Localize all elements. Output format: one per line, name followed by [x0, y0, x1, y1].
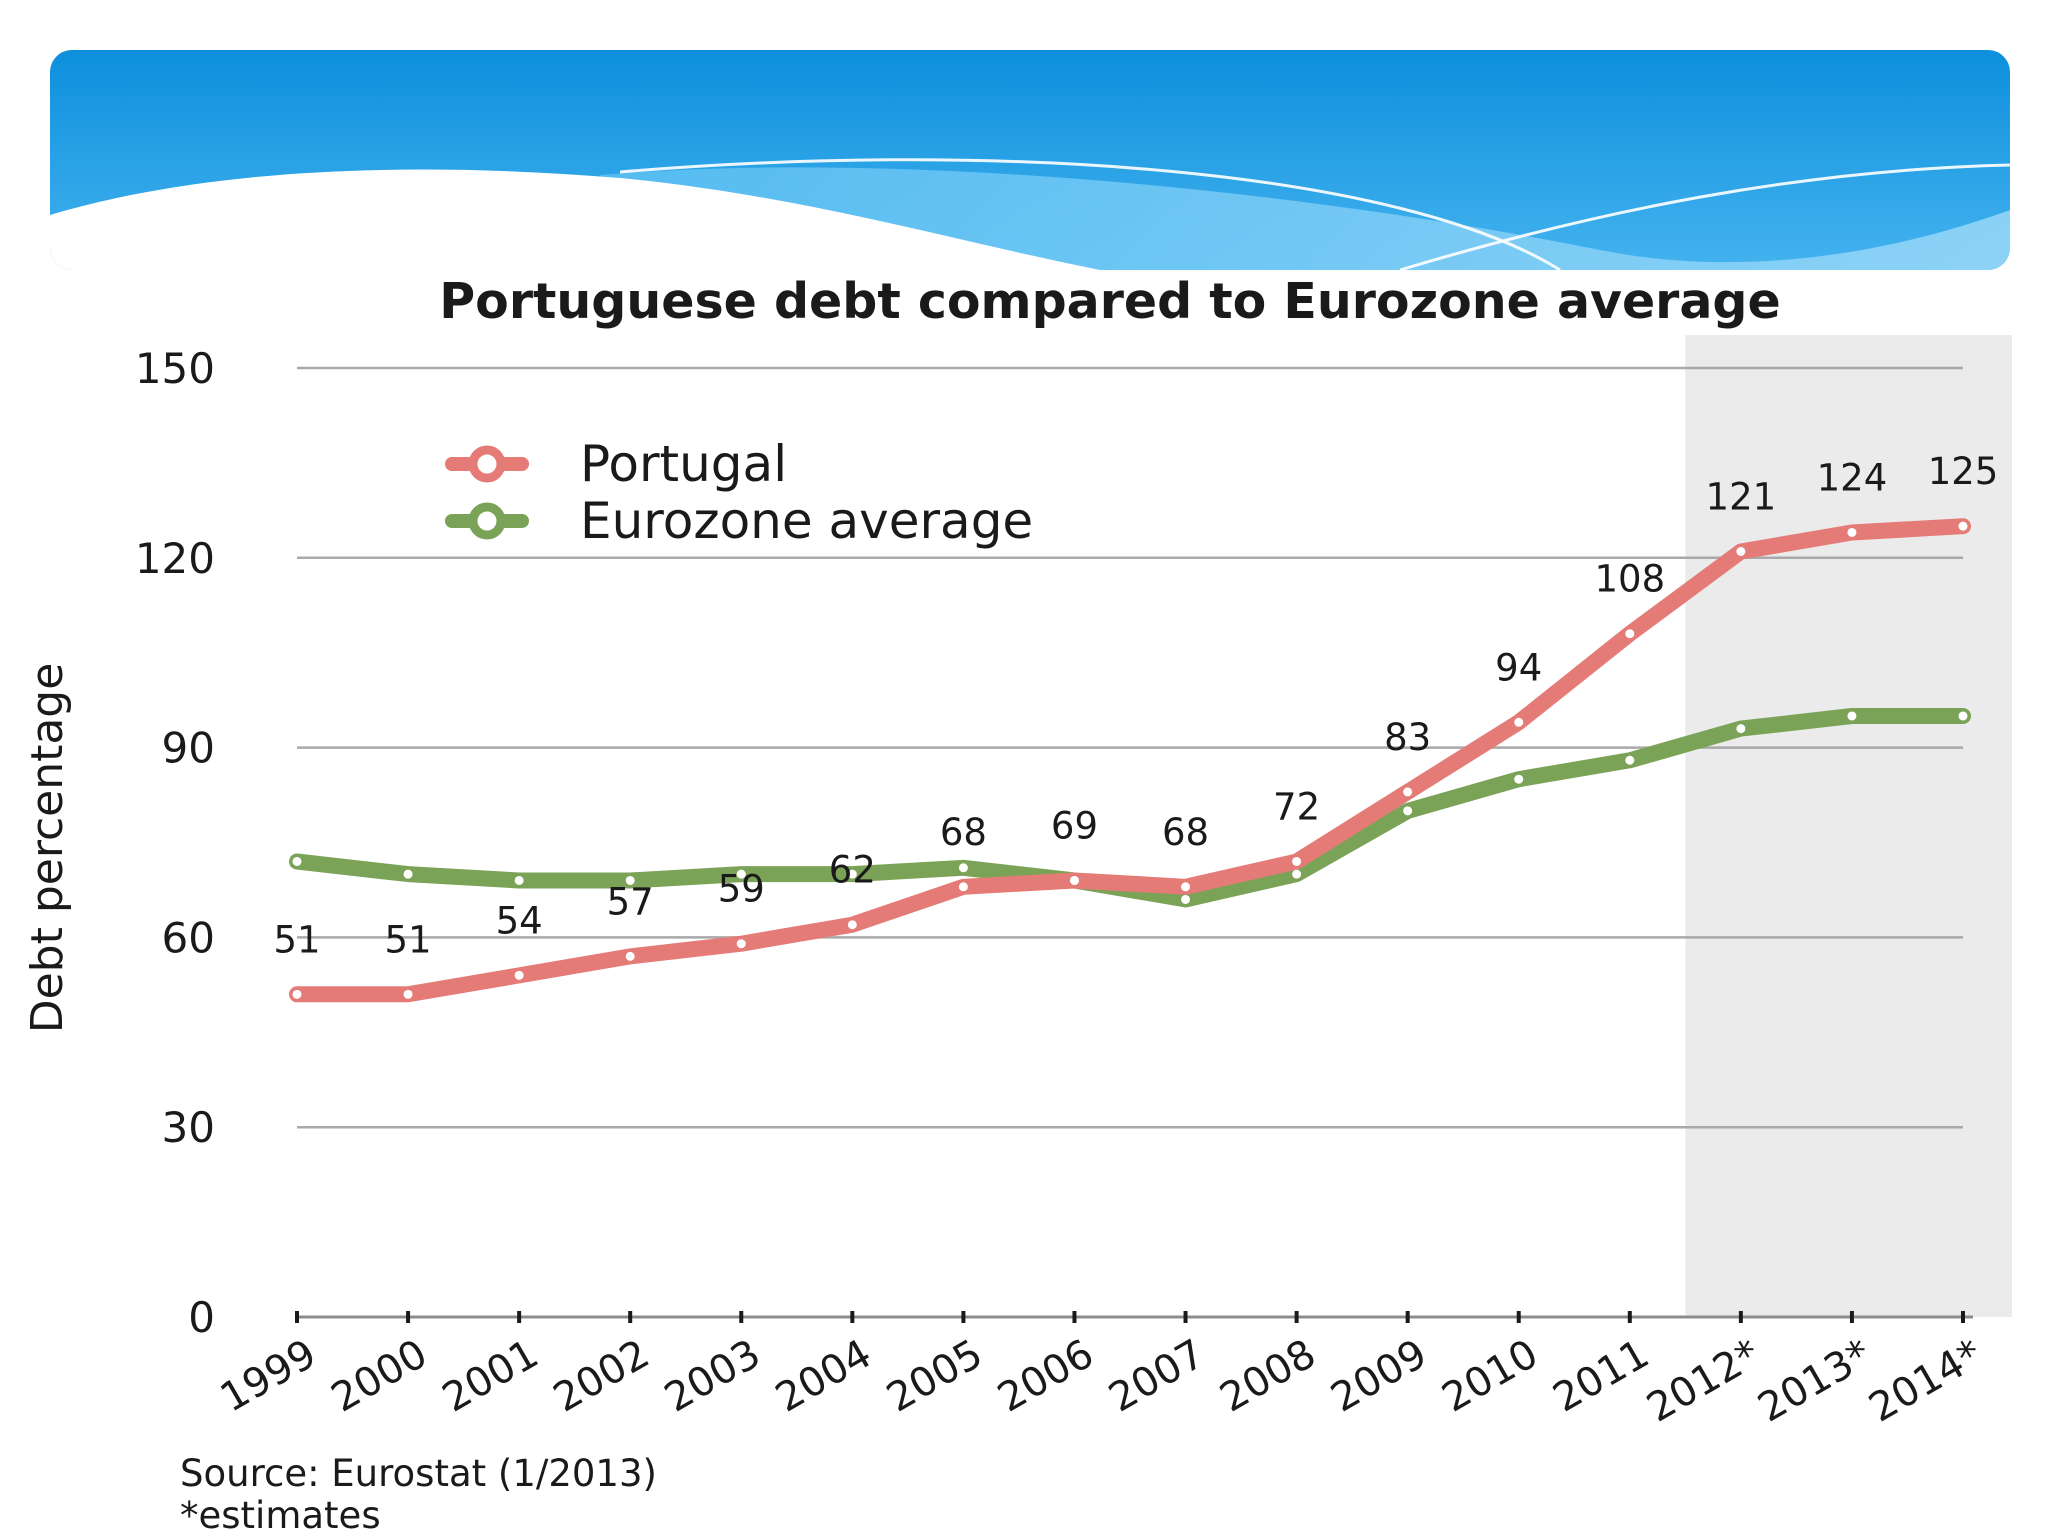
data-point-eurozone — [1514, 774, 1524, 784]
x-tick-label: 2008 — [1212, 1331, 1323, 1422]
chart-legend: Portugal Eurozone average — [445, 435, 1033, 550]
data-point-portugal — [1181, 882, 1191, 892]
x-tick-label: 1999 — [213, 1331, 324, 1422]
y-axis-label: Debt percentage — [22, 663, 73, 1034]
x-tick-label: 2002 — [546, 1331, 657, 1422]
y-tick-label: 90 — [162, 724, 215, 773]
x-axis-ticks: 1999 2000 2001 2002 2003 2004 2005 2006 2007 2008… — [213, 1331, 1990, 1432]
y-tick-label: 0 — [188, 1293, 215, 1342]
data-point-portugal — [847, 920, 857, 930]
data-label-portugal: 121 — [1706, 475, 1777, 518]
estimates-shaded-area — [1685, 335, 2012, 1317]
data-label-portugal: 59 — [718, 868, 765, 911]
legend-item-portugal: Portugal — [445, 435, 787, 493]
data-point-eurozone — [514, 875, 524, 885]
data-point-portugal — [1514, 717, 1524, 727]
data-label-portugal: 83 — [1384, 716, 1431, 759]
data-label-portugal: 124 — [1817, 456, 1888, 499]
x-tick-label: 2013* — [1750, 1331, 1878, 1432]
estimates-footnote: *estimates — [180, 1494, 381, 1536]
x-tick-label: 2006 — [990, 1331, 1101, 1422]
data-point-eurozone — [1958, 711, 1968, 721]
x-axis — [295, 1311, 1973, 1323]
legend-label-eurozone: Eurozone average — [580, 492, 1033, 550]
data-point-eurozone — [625, 875, 635, 885]
y-tick-label: 60 — [162, 913, 215, 962]
x-tick-label: 2007 — [1101, 1331, 1212, 1422]
data-label-portugal: 72 — [1273, 785, 1320, 828]
data-label-portugal: 108 — [1594, 558, 1665, 601]
data-point-portugal — [292, 989, 302, 999]
data-point-portugal — [736, 939, 746, 949]
data-point-eurozone — [958, 863, 968, 873]
data-point-portugal — [1292, 856, 1302, 866]
x-tick-label: 2009 — [1324, 1331, 1435, 1422]
source-note: Source: Eurostat (1/2013) — [180, 1452, 657, 1495]
data-label-portugal: 51 — [273, 918, 320, 961]
data-point-eurozone — [1847, 711, 1857, 721]
legend-label-portugal: Portugal — [580, 435, 787, 493]
series-lines — [289, 518, 1971, 1003]
data-point-portugal — [625, 951, 635, 961]
x-tick-label: 2000 — [324, 1331, 435, 1422]
data-point-portugal — [514, 970, 524, 980]
series-line-portugal — [289, 518, 1971, 1003]
data-label-portugal: 68 — [940, 811, 987, 854]
data-point-eurozone — [1736, 724, 1746, 734]
header-banner — [50, 50, 2010, 270]
data-point-portugal — [403, 989, 413, 999]
x-tick-label: 2005 — [879, 1331, 990, 1422]
y-axis-ticks: 0 30 60 90 120 150 — [135, 344, 215, 1342]
data-point-portugal — [958, 882, 968, 892]
x-tick-label: 2003 — [657, 1331, 768, 1422]
data-point-eurozone — [1625, 755, 1635, 765]
data-point-portugal — [1625, 629, 1635, 639]
data-point-portugal — [1736, 546, 1746, 556]
data-label-portugal: 94 — [1495, 646, 1542, 689]
data-label-portugal: 62 — [829, 849, 876, 892]
x-tick-label: 2014* — [1862, 1331, 1990, 1432]
series-points — [292, 521, 1968, 999]
data-labels: 51 51 54 57 59 62 68 69 68 72 83 94 108 121 124 125 — [273, 450, 1998, 961]
data-point-eurozone — [403, 869, 413, 879]
data-label-portugal: 54 — [496, 899, 543, 942]
data-point-portugal — [1069, 875, 1079, 885]
legend-item-eurozone: Eurozone average — [445, 492, 1033, 550]
data-label-portugal: 125 — [1928, 450, 1999, 493]
data-label-portugal: 51 — [385, 918, 432, 961]
data-label-portugal: 57 — [607, 880, 654, 923]
data-point-eurozone — [736, 869, 746, 879]
data-point-eurozone — [292, 856, 302, 866]
x-tick-label: 2012* — [1639, 1331, 1767, 1432]
legend-marker-eurozone — [468, 502, 506, 540]
data-point-portugal — [1958, 521, 1968, 531]
y-tick-label: 120 — [135, 534, 215, 583]
data-point-eurozone — [847, 869, 857, 879]
chart-title: Portuguese debt compared to Eurozone ave… — [439, 273, 1780, 330]
y-tick-label: 30 — [162, 1103, 215, 1152]
data-label-portugal: 68 — [1162, 811, 1209, 854]
x-tick-label: 2011 — [1546, 1331, 1657, 1422]
data-point-portugal — [1847, 527, 1857, 537]
data-point-eurozone — [1403, 806, 1413, 816]
data-point-eurozone — [1181, 894, 1191, 904]
data-label-portugal: 69 — [1051, 804, 1098, 847]
data-point-eurozone — [1292, 869, 1302, 879]
legend-marker-portugal — [468, 445, 506, 483]
x-tick-label: 2010 — [1435, 1331, 1546, 1422]
y-tick-label: 150 — [135, 344, 215, 393]
x-tick-label: 2001 — [435, 1331, 546, 1422]
data-point-portugal — [1403, 787, 1413, 797]
x-tick-label: 2004 — [768, 1331, 879, 1422]
